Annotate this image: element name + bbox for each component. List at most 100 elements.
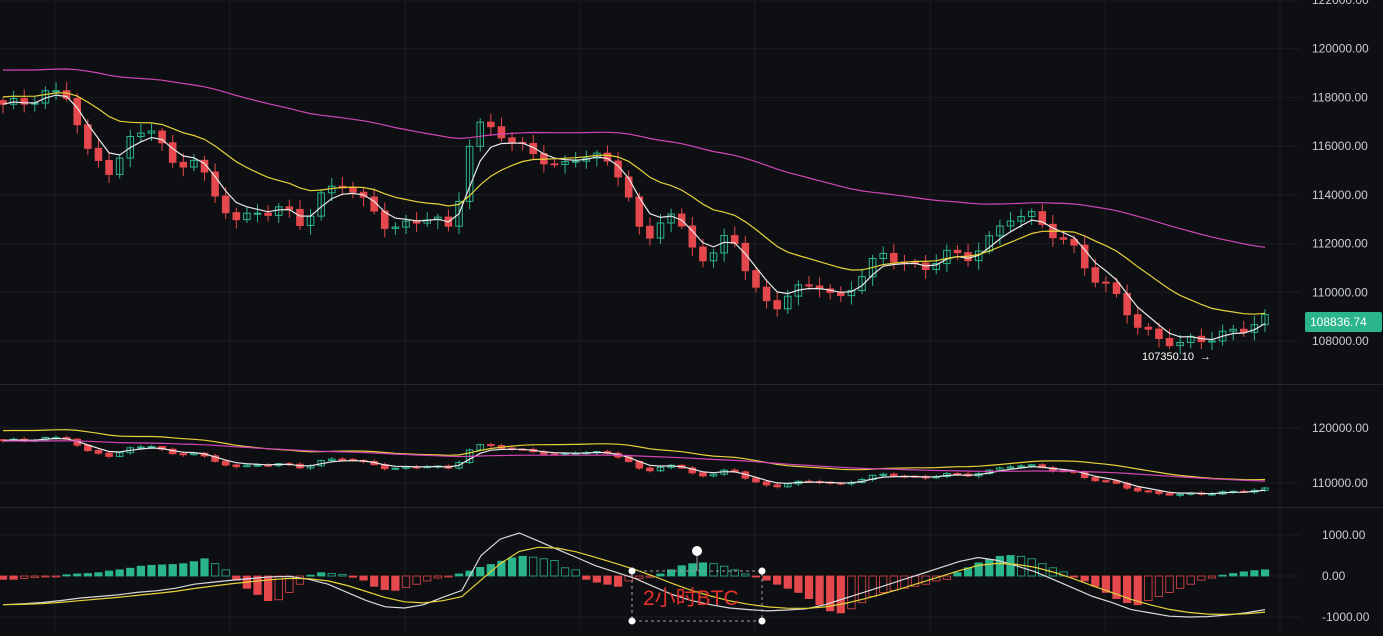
mini-candle-body [752,477,760,483]
macd-histogram-bar [444,575,453,578]
macd-histogram-bar [359,575,368,581]
macd-histogram-bar [1144,575,1153,602]
candle-body [1218,330,1227,342]
candle-body [699,246,707,262]
y-tick-label: -1000.00 [1322,610,1370,624]
macd-histogram-bar [571,569,580,577]
candle-body [147,130,156,134]
candle-body [391,226,400,229]
macd-histogram-bar [30,575,39,579]
annotation-drawing[interactable]: 2小时BTC [628,546,766,625]
candle-body [1027,211,1036,217]
candle-body [752,270,760,288]
mini-candle-body [1102,480,1110,483]
macd-histogram-bar [942,575,951,580]
y-tick-label: 114000.00 [1312,188,1368,202]
candle-body [1091,267,1100,283]
resize-handle-br[interactable] [758,617,766,625]
macd-histogram-bar [804,575,814,599]
annotation-text[interactable]: 2小时BTC [643,587,739,610]
macd-histogram-bar [83,573,92,577]
secondary-price-panel[interactable] [0,429,1269,498]
mini-candle-body [709,473,718,477]
mini-candle-body [656,466,665,472]
macd-histogram-bar [815,575,824,606]
resize-handle-tl[interactable] [628,567,636,575]
candle-body [1176,341,1184,347]
candle-body [603,152,612,162]
macd-histogram-bar [720,565,729,577]
macd-histogram-bar [73,573,82,577]
mini-candle-body [179,453,188,456]
y-tick-label: 120000.00 [1312,421,1369,435]
main-price-panel[interactable] [0,68,1269,355]
candle-body [221,195,230,214]
mini-candle-body [115,452,124,457]
macd-histogram-bar [879,575,888,593]
macd-histogram-bar [486,564,495,577]
candle-body [688,225,697,248]
candle-body [243,212,251,221]
candle-body [561,161,569,165]
macd-histogram-bar [953,572,962,577]
resize-handle-tr[interactable] [758,567,766,575]
y-tick-label: 122000.00 [1312,0,1369,7]
macd-histogram-bar [1176,575,1185,589]
macd-histogram-bar [698,562,708,577]
macd-histogram-bar [1207,575,1217,579]
candle-body [105,159,113,175]
macd-histogram-bar [847,575,856,610]
macd-histogram-bar [857,575,867,604]
candle-body [62,90,71,99]
mini-candle-body [1091,476,1100,482]
mini-candle-body [253,464,262,467]
macd-histogram-bar [1133,575,1142,606]
macd-histogram-bar [995,555,1004,577]
low-price-marker: 107350.10 → [1142,351,1211,363]
mini-candle-body [232,464,241,468]
candle-body [1240,328,1248,333]
candle-body [190,159,198,168]
macd-histogram-bar [1123,575,1132,604]
rotate-handle[interactable] [692,546,702,556]
candle-body [232,212,241,221]
moving-average-line [2,94,1266,341]
candle-body [1038,211,1047,225]
candle-body [487,121,495,128]
candle-body [529,142,538,155]
candle-body [1080,244,1089,269]
macd-histogram-bar [136,565,145,577]
mini-candle-body [1027,464,1036,467]
macd-histogram-bar [327,573,336,577]
mini-candle-body [1133,487,1142,492]
candle-body [73,97,82,126]
mini-candle-body [699,472,707,477]
candle-body [412,220,421,224]
candle-body [709,252,718,262]
macd-histogram-bar [20,575,29,579]
mini-candle-body [996,467,1004,471]
macd-histogram-bar [730,569,739,577]
candle-body [890,252,898,263]
mini-candle-body [890,473,898,477]
macd-histogram-bar [603,575,612,585]
candle-body [423,219,431,224]
candle-body [137,132,145,137]
macd-histogram-bar [635,575,644,579]
mini-candle-body [211,455,219,462]
resize-handle-bl[interactable] [628,617,636,625]
macd-histogram-bar [0,575,8,580]
candle-body [805,284,813,287]
macd-histogram-bar [985,559,994,577]
macd-histogram-bar [762,575,771,581]
macd-histogram-bar [391,575,400,591]
candle-body [1006,220,1015,227]
candle-body [9,98,18,105]
band-line [2,440,1266,482]
macd-histogram-bar [741,573,750,577]
y-tick-label: 110000.00 [1312,476,1368,490]
macd-histogram-bar [454,573,464,577]
last-price-label: 108836.74 [1310,315,1367,329]
